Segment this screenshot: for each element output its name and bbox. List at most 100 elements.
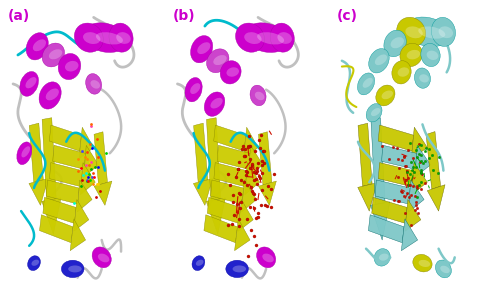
Polygon shape bbox=[428, 185, 445, 211]
Ellipse shape bbox=[406, 26, 422, 38]
Polygon shape bbox=[248, 145, 263, 177]
Ellipse shape bbox=[109, 23, 133, 52]
Polygon shape bbox=[372, 197, 407, 223]
Polygon shape bbox=[40, 215, 73, 243]
Polygon shape bbox=[74, 199, 89, 231]
Ellipse shape bbox=[26, 77, 36, 88]
Ellipse shape bbox=[426, 51, 438, 60]
Ellipse shape bbox=[390, 37, 404, 48]
Ellipse shape bbox=[236, 23, 264, 52]
Ellipse shape bbox=[262, 254, 274, 262]
Polygon shape bbox=[217, 145, 250, 169]
Ellipse shape bbox=[20, 71, 38, 96]
Ellipse shape bbox=[384, 30, 406, 57]
Polygon shape bbox=[415, 145, 430, 177]
Ellipse shape bbox=[196, 260, 203, 266]
Ellipse shape bbox=[413, 254, 432, 272]
Ellipse shape bbox=[28, 256, 40, 271]
Ellipse shape bbox=[32, 260, 39, 266]
Ellipse shape bbox=[206, 49, 229, 73]
Polygon shape bbox=[77, 180, 92, 212]
Ellipse shape bbox=[204, 92, 225, 116]
Ellipse shape bbox=[358, 73, 374, 95]
Ellipse shape bbox=[392, 61, 411, 84]
Polygon shape bbox=[42, 198, 61, 234]
Ellipse shape bbox=[62, 260, 84, 278]
Ellipse shape bbox=[226, 260, 248, 278]
Ellipse shape bbox=[366, 104, 382, 122]
Ellipse shape bbox=[214, 55, 226, 65]
Ellipse shape bbox=[74, 23, 104, 52]
Ellipse shape bbox=[406, 50, 420, 59]
Ellipse shape bbox=[49, 49, 62, 59]
Polygon shape bbox=[258, 181, 276, 205]
Polygon shape bbox=[378, 125, 414, 151]
Ellipse shape bbox=[438, 26, 453, 38]
Ellipse shape bbox=[68, 266, 82, 272]
Ellipse shape bbox=[257, 32, 284, 45]
Ellipse shape bbox=[210, 98, 222, 109]
Polygon shape bbox=[375, 180, 410, 204]
Polygon shape bbox=[80, 163, 96, 195]
Ellipse shape bbox=[255, 92, 264, 100]
Ellipse shape bbox=[232, 266, 246, 272]
Ellipse shape bbox=[82, 23, 128, 53]
Polygon shape bbox=[70, 219, 86, 251]
Ellipse shape bbox=[22, 146, 30, 158]
Ellipse shape bbox=[432, 17, 456, 46]
Polygon shape bbox=[358, 183, 377, 211]
Ellipse shape bbox=[90, 80, 100, 89]
Polygon shape bbox=[29, 178, 48, 205]
Ellipse shape bbox=[26, 33, 48, 60]
Polygon shape bbox=[204, 215, 238, 243]
Ellipse shape bbox=[436, 260, 452, 278]
Ellipse shape bbox=[405, 17, 450, 47]
Ellipse shape bbox=[190, 36, 212, 63]
Polygon shape bbox=[412, 127, 428, 159]
Polygon shape bbox=[79, 127, 94, 159]
Polygon shape bbox=[206, 198, 226, 234]
Polygon shape bbox=[371, 118, 385, 204]
Ellipse shape bbox=[278, 32, 292, 44]
Polygon shape bbox=[412, 163, 428, 195]
Polygon shape bbox=[244, 127, 258, 159]
Polygon shape bbox=[370, 202, 390, 240]
Polygon shape bbox=[52, 145, 86, 169]
Ellipse shape bbox=[197, 42, 210, 54]
Ellipse shape bbox=[250, 85, 266, 106]
Polygon shape bbox=[258, 132, 272, 185]
Ellipse shape bbox=[185, 78, 202, 102]
Polygon shape bbox=[402, 219, 417, 251]
Ellipse shape bbox=[42, 43, 64, 67]
Polygon shape bbox=[378, 163, 414, 187]
Text: (c): (c) bbox=[337, 9, 358, 23]
Ellipse shape bbox=[244, 23, 288, 53]
Ellipse shape bbox=[96, 32, 123, 45]
Ellipse shape bbox=[46, 88, 59, 100]
Polygon shape bbox=[50, 163, 82, 187]
Polygon shape bbox=[245, 163, 260, 195]
Ellipse shape bbox=[376, 85, 395, 106]
Ellipse shape bbox=[83, 32, 100, 44]
Ellipse shape bbox=[226, 67, 239, 77]
Ellipse shape bbox=[420, 74, 429, 83]
Polygon shape bbox=[42, 118, 56, 200]
Polygon shape bbox=[426, 132, 440, 189]
Ellipse shape bbox=[92, 247, 112, 268]
Polygon shape bbox=[208, 197, 240, 223]
Polygon shape bbox=[194, 123, 207, 182]
Polygon shape bbox=[234, 219, 250, 251]
Ellipse shape bbox=[220, 61, 241, 84]
Polygon shape bbox=[84, 145, 98, 177]
Polygon shape bbox=[50, 125, 82, 151]
Ellipse shape bbox=[398, 67, 409, 77]
Polygon shape bbox=[210, 180, 244, 204]
Ellipse shape bbox=[116, 32, 130, 44]
Ellipse shape bbox=[362, 78, 373, 88]
Ellipse shape bbox=[379, 254, 388, 261]
Ellipse shape bbox=[421, 43, 440, 67]
Ellipse shape bbox=[256, 247, 276, 268]
Ellipse shape bbox=[418, 260, 430, 267]
Polygon shape bbox=[214, 125, 246, 151]
Polygon shape bbox=[358, 123, 372, 186]
